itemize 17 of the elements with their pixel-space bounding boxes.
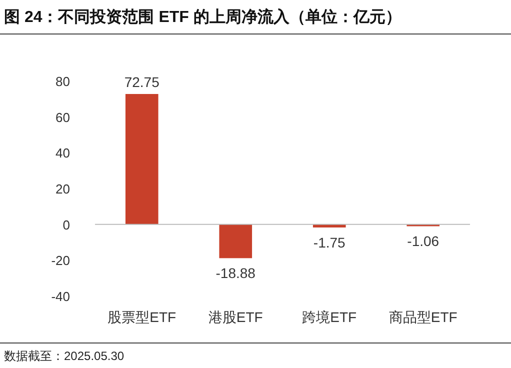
y-tick-label: 20: [56, 182, 70, 196]
y-tick-label: -20: [51, 253, 70, 268]
data-label: -18.88: [216, 265, 256, 282]
x-tick-label: 股票型ETF: [108, 309, 176, 325]
data-label: -1.75: [313, 234, 346, 250]
y-tick-label: 40: [56, 146, 70, 161]
data-label: -1.06: [407, 233, 440, 250]
data-label: 72.75: [124, 74, 160, 90]
x-tick-label: 商品型ETF: [388, 309, 458, 325]
text: 数据截至：2025.05.30: [4, 349, 124, 363]
x-tick-label: 跨境ETF: [302, 309, 357, 325]
y-tick-label: -40: [51, 289, 70, 304]
y-tick-label: 60: [56, 110, 70, 125]
y-tick-label: 80: [56, 74, 70, 89]
x-tick-label: 港股ETF: [208, 309, 263, 325]
chart-title: 图 24：不同投资范围 ETF 的上周净流入（单位：亿元）: [4, 7, 402, 26]
y-tick-label: 0: [62, 217, 70, 232]
